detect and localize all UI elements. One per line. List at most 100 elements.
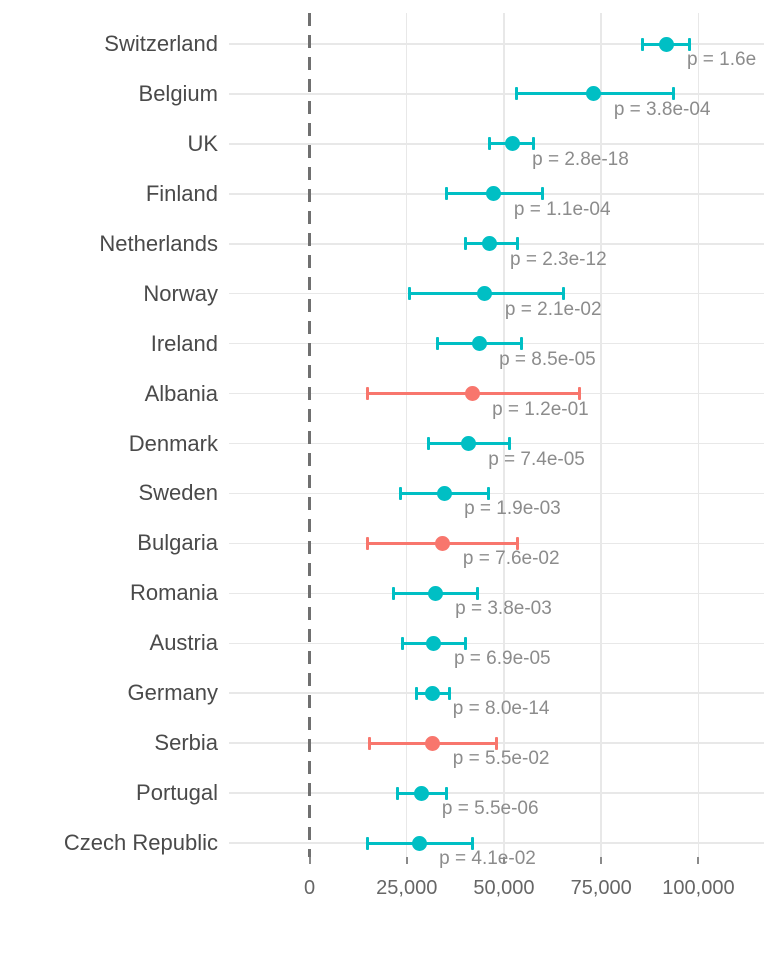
point-estimate [435,535,451,551]
error-bar-cap-right [540,187,544,201]
point-estimate [425,685,441,701]
p-value-label: p = 1.9e-03 [464,498,561,520]
country-label: Switzerland [104,31,218,56]
p-value-label: p = 8.5e-05 [499,348,596,370]
country-label: Bulgaria [137,530,218,556]
x-gridline [405,13,408,857]
p-value-label: p = 2.3e-12 [509,248,607,270]
x-axis-tick [308,857,311,864]
error-bar-cap-left [435,337,439,351]
error-bar-cap-right [464,636,468,650]
p-value-label: p = 1.2e-01 [492,398,589,420]
error-bar-cap-left [391,586,395,600]
error-bar-cap-right [486,486,490,500]
p-value-label: p = 3.8e-03 [455,598,552,620]
point-estimate [586,86,602,102]
error-bar-cap-right [515,237,519,251]
row-gridline [229,93,764,95]
error-bar-cap-right [515,536,519,550]
point-estimate [460,436,476,451]
country-label: Portugal [136,780,218,806]
x-axis-tick-label: 75,000 [570,877,632,899]
error-bar-cap-right [577,387,581,401]
p-value-label: p = 5.5e-02 [452,748,550,770]
error-bar-cap-left [366,536,370,550]
row-gridline [229,592,764,595]
country-label: Germany [127,680,218,706]
country-label: Denmark [128,430,218,456]
error-bar-cap-right [672,87,676,101]
error-bar-cap-right [507,437,511,450]
x-gridline [600,13,602,857]
error-bar-cap-left [514,87,518,101]
x-gridline [697,13,700,857]
row-gridline [229,792,764,794]
p-value-label: p = 2.8e-18 [532,148,629,170]
row-gridline [229,692,764,694]
error-bar-cap-right [687,37,691,51]
country-label: Finland [145,180,218,206]
error-bar-cap-left [445,187,449,201]
error-bar-cap-left [399,486,403,500]
point-estimate [464,386,480,402]
country-label: Austria [149,630,218,656]
p-value-label: p = 7.6e-02 [462,548,560,570]
error-bar-cap-left [408,287,412,301]
country-label: Norway [143,280,218,306]
p-value-label: p = 3.8e-04 [613,98,711,120]
error-bar-cap-left [641,37,645,51]
x-axis-tick [502,857,505,864]
error-bar-cap-right [445,786,449,800]
x-axis-tick [600,857,603,864]
country-label: Romania [129,580,218,606]
row-gridline [229,492,764,495]
error-bar-cap-left [464,237,468,251]
row-gridline [229,43,764,45]
p-value-label: p = 2.1e-02 [504,298,602,320]
point-estimate [471,336,487,352]
point-estimate [477,286,493,302]
p-value-label: p = 4.1e-02 [439,848,536,869]
error-bar-cap-left [488,137,492,151]
p-value-label: p = 8.0e-14 [452,698,550,720]
error-bar-cap-left [427,437,431,450]
error-bar-cap-right [476,586,480,600]
error-bar-cap-left [401,636,405,650]
point-estimate [659,36,675,52]
error-bar-cap-left [365,836,369,850]
error-bar-cap-right [561,287,565,301]
error-bar-cap-right [495,736,499,750]
x-axis-tick-label: 0 [303,877,316,899]
error-bar-cap-left [367,736,371,750]
country-label: Sweden [138,480,218,506]
error-bar-cap-right [531,137,535,151]
error-bar-cap-right [471,836,475,850]
x-axis-tick [405,857,408,864]
row-gridline [229,842,764,844]
country-label: Netherlands [99,230,218,256]
point-estimate [486,186,502,202]
country-label: Czech Republic [63,830,218,855]
x-gridline [503,13,505,857]
x-axis-tick-label: 50,000 [473,877,535,899]
p-value-label: p = 5.5e-06 [441,798,539,820]
country-label: Albania [144,380,218,406]
country-label: UK [187,130,218,156]
point-estimate [436,485,452,501]
country-label: Belgium [138,80,218,106]
p-value-label: p = 7.4e-05 [488,448,585,470]
point-estimate [504,136,520,152]
error-bar-cap-left [415,686,419,700]
error-bar-cap-right [447,686,451,700]
error-bar-cap-right [520,337,524,351]
x-axis-tick-label: 25,000 [376,877,438,899]
country-label: Ireland [150,330,218,356]
p-value-label: p = 1.6e [686,49,757,70]
x-axis-tick-label: 100,000 [662,877,735,899]
error-bar-cap-left [365,387,369,401]
point-estimate [426,635,442,651]
p-value-label: p = 6.9e-05 [453,648,551,670]
point-estimate [425,735,441,751]
point-estimate [427,585,443,601]
